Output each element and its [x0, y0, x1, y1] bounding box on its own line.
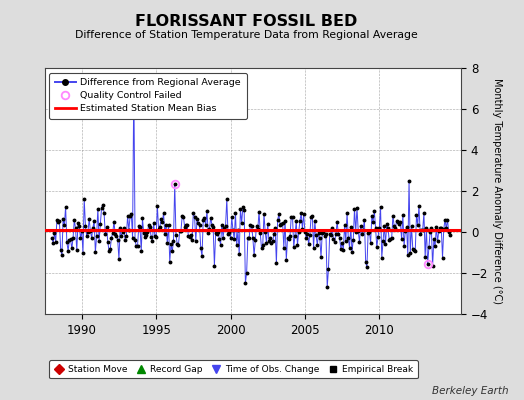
Y-axis label: Monthly Temperature Anomaly Difference (°C): Monthly Temperature Anomaly Difference (…: [492, 78, 502, 304]
Legend: Station Move, Record Gap, Time of Obs. Change, Empirical Break: Station Move, Record Gap, Time of Obs. C…: [49, 360, 418, 378]
Text: FLORISSANT FOSSIL BED: FLORISSANT FOSSIL BED: [135, 14, 357, 29]
Text: Difference of Station Temperature Data from Regional Average: Difference of Station Temperature Data f…: [75, 30, 418, 40]
Text: Berkeley Earth: Berkeley Earth: [432, 386, 508, 396]
